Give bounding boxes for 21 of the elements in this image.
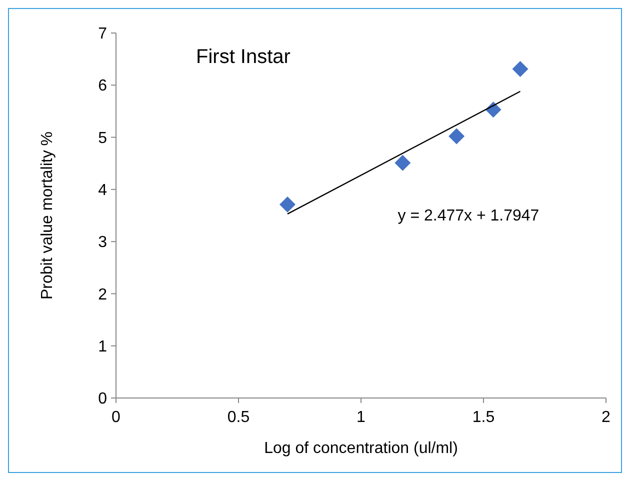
x-tick-label: 0.5	[227, 409, 250, 426]
x-tick-label: 1.5	[472, 409, 495, 426]
y-tick-label: 1	[98, 338, 108, 356]
y-tick-label: 3	[98, 234, 108, 252]
point	[448, 128, 465, 144]
y-axis-title: Probit value mortality %	[39, 131, 56, 300]
y-tick-label: 4	[98, 182, 108, 200]
x-axis-title: Log of concentration (ul/ml)	[264, 440, 458, 457]
x-tick-label: 1	[356, 409, 366, 426]
x-tick-label: 2	[602, 409, 611, 426]
point	[512, 60, 528, 77]
point	[394, 154, 411, 171]
y-tick-label: 7	[98, 26, 108, 43]
y-tick-label: 5	[98, 130, 108, 147]
annotation: y = 2.477x + 1.7947	[398, 208, 540, 225]
y-tick-label: 6	[98, 78, 108, 95]
x-tick-label: 0	[112, 409, 121, 426]
text: First Instar	[196, 46, 291, 68]
point	[280, 196, 296, 213]
y-tick-label: 2	[98, 286, 108, 304]
y-tick-label: 0	[98, 390, 108, 408]
